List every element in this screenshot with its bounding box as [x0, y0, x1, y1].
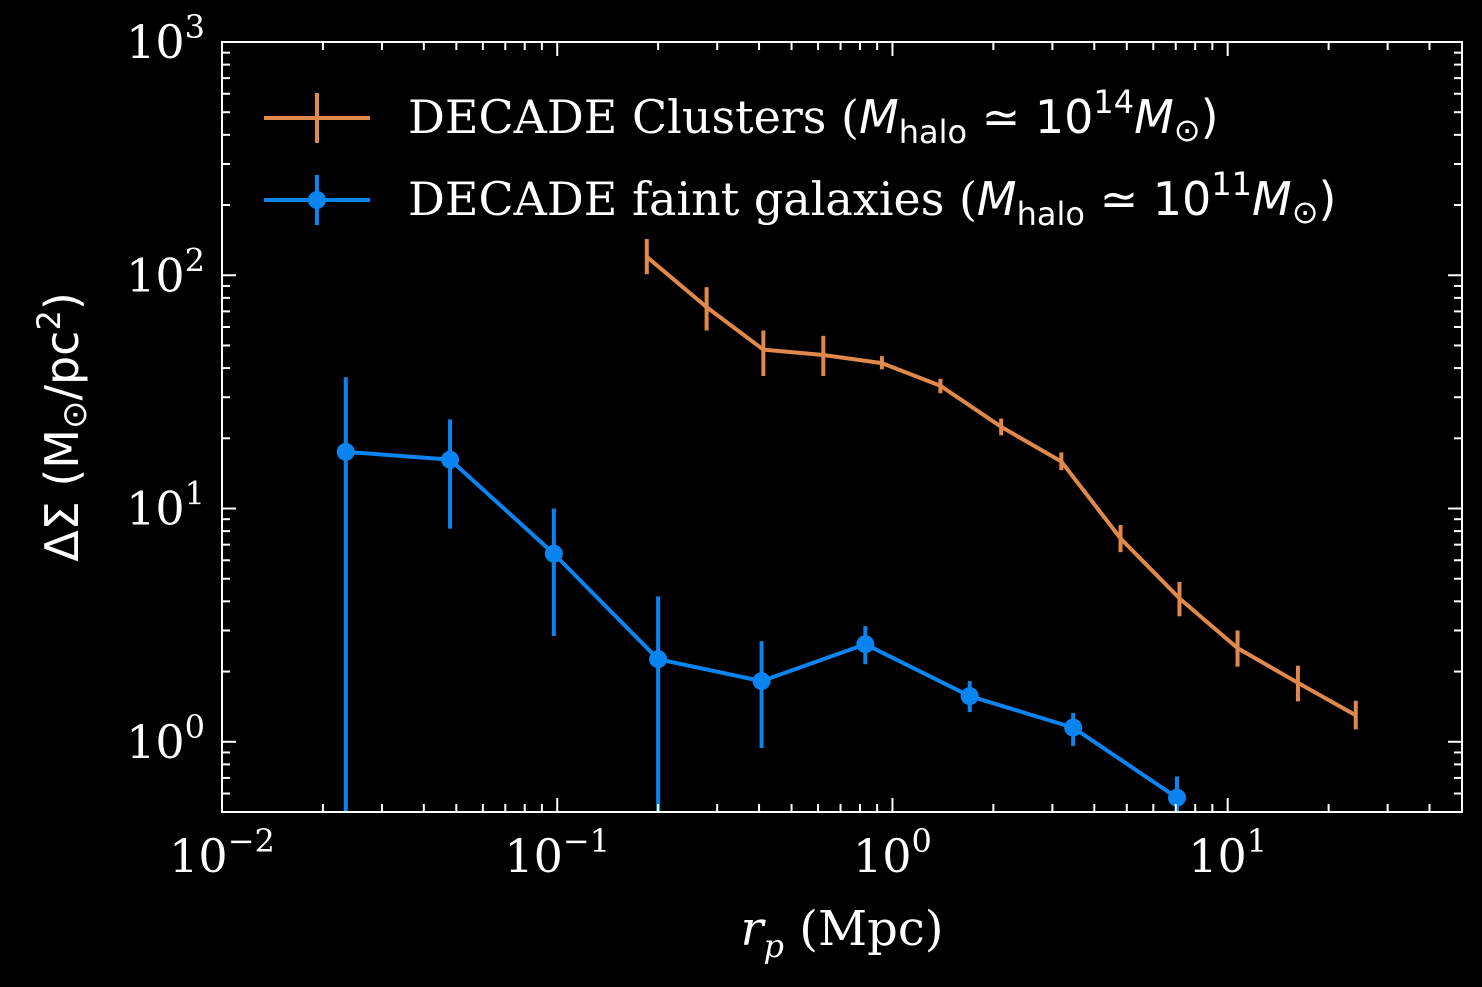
x-tick-base: 10: [169, 829, 228, 883]
legend-sub: halo: [899, 113, 967, 151]
data-point: [960, 687, 979, 706]
y-label-sym: ⊙: [55, 401, 95, 430]
legend-post: ): [1319, 172, 1337, 226]
legend-sun: ⊙: [1174, 111, 1201, 149]
data-point: [1168, 788, 1187, 807]
data-point: [1064, 718, 1083, 737]
legend-sun: ⊙: [1292, 193, 1319, 231]
y-tick-label: 102: [126, 241, 205, 302]
legend-post: ): [1201, 90, 1219, 144]
y-tick-base: 10: [126, 482, 185, 536]
series-clusters: [644, 239, 1358, 730]
series-line: [645, 255, 1357, 717]
x-tick-base: 10: [1188, 829, 1247, 883]
axis-ticks: [221, 41, 1463, 813]
x-axis-label: rp (Mpc): [741, 901, 944, 965]
x-tick-exponent: 0: [912, 822, 932, 860]
legend-M: M: [977, 172, 1017, 226]
legend-M2: M: [1252, 172, 1292, 226]
y-tick-exponent: 3: [185, 8, 205, 46]
y-tick-base: 10: [126, 15, 185, 69]
x-label-var: r: [741, 901, 767, 957]
y-tick-exponent: 0: [185, 708, 205, 746]
y-tick-label: 103: [126, 8, 205, 69]
plot-marks: [336, 239, 1358, 812]
legend-label: DECADE faint galaxies (Mhalo ≃ 1011M⊙): [408, 165, 1337, 233]
y-tick-exponent: 2: [185, 241, 205, 279]
plot-frame: [221, 41, 1463, 813]
y-label-sup: 2: [30, 310, 68, 330]
y-axis-label: ΔΣ (M⊙/pc2): [30, 292, 95, 562]
y-tick-exponent: 1: [185, 475, 205, 513]
legend-marker: [308, 191, 326, 209]
x-tick-label: 10−1: [504, 822, 610, 883]
data-point: [649, 650, 668, 669]
legend-pre: DECADE faint galaxies (: [408, 172, 977, 226]
legend: DECADE Clusters (Mhalo ≃ 1014M⊙)DECADE f…: [264, 83, 1337, 233]
data-point: [856, 635, 875, 654]
y-tick-base: 10: [126, 715, 185, 769]
x-tick-label: 10−2: [169, 822, 275, 883]
x-label-sub: p: [764, 927, 784, 965]
y-tick-label: 101: [126, 475, 205, 536]
y-tick-base: 10: [126, 248, 185, 302]
legend-M: M: [859, 90, 899, 144]
x-tick-label: 101: [1188, 822, 1267, 883]
legend-label: DECADE Clusters (Mhalo ≃ 1014M⊙): [408, 83, 1219, 151]
y-label-pre: ΔΣ (M: [35, 429, 89, 562]
legend-sub: halo: [1017, 195, 1085, 233]
data-point: [441, 450, 460, 469]
x-tick-base: 10: [504, 829, 563, 883]
y-label-post: ): [35, 292, 89, 310]
y-tick-label: 100: [126, 708, 205, 769]
x-tick-label: 100: [853, 822, 932, 883]
x-tick-exponent: −2: [228, 822, 275, 860]
legend-exp: 14: [1093, 83, 1134, 121]
legend-M2: M: [1134, 90, 1174, 144]
data-point: [752, 672, 771, 691]
x-tick-base: 10: [853, 829, 912, 883]
x-label-unit: (Mpc): [784, 901, 943, 957]
data-point: [544, 544, 563, 563]
legend-pre: DECADE Clusters (: [408, 90, 859, 144]
series-faint-galaxies: [336, 377, 1187, 812]
legend-exp: 11: [1211, 165, 1252, 203]
x-tick-exponent: −1: [563, 822, 610, 860]
y-label-mid: /pc: [35, 331, 89, 401]
legend-approx: ≃ 10: [967, 90, 1093, 144]
legend-approx: ≃ 10: [1085, 172, 1211, 226]
x-tick-exponent: 1: [1247, 822, 1267, 860]
data-point: [336, 442, 355, 461]
